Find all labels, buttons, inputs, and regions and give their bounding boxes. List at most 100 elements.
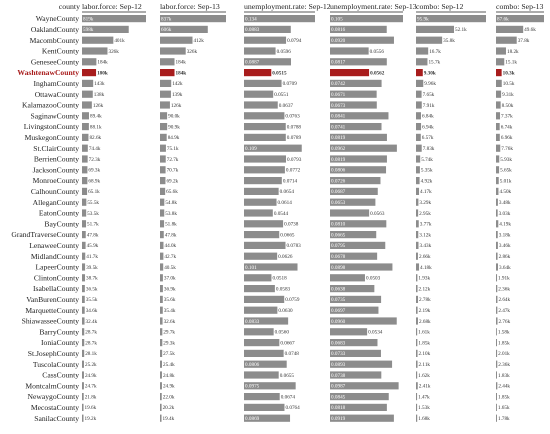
value-label: 29.3k [163, 340, 175, 346]
value-label: 3.12k [419, 232, 431, 238]
bar [82, 295, 85, 303]
value-label: 37.0k [164, 276, 176, 282]
county-label: MacombCounty [30, 36, 80, 45]
bar [244, 25, 291, 33]
bar [160, 220, 165, 228]
bar [416, 209, 419, 217]
bar [416, 69, 423, 77]
bar [330, 306, 379, 314]
bar [416, 198, 419, 206]
county-label: BayCounty [44, 219, 79, 228]
bar [244, 317, 289, 325]
value-label: 0.0503 [366, 276, 381, 282]
bar [496, 220, 499, 228]
county-label: BarryCounty [39, 327, 79, 336]
value-label: 0.0806 [245, 362, 260, 368]
bar [82, 79, 94, 87]
value-label: 19.6k [85, 405, 97, 411]
bar [82, 123, 89, 131]
value-label: 0.0583 [276, 286, 291, 292]
county-label: LivingstonCounty [24, 122, 79, 131]
bar [160, 295, 163, 303]
bar [416, 371, 418, 379]
bar [496, 285, 498, 293]
bar [82, 360, 84, 368]
value-label: 0.0819 [331, 135, 346, 141]
bar [82, 209, 87, 217]
bar [416, 306, 418, 314]
value-label: 1.62k [418, 373, 430, 379]
bar [82, 263, 86, 271]
county-label: ShiawasseeCounty [22, 317, 80, 326]
value-label: 2.36k [498, 286, 510, 292]
bar [244, 155, 287, 163]
bar [82, 47, 108, 55]
value-label: 0.0551 [274, 92, 289, 98]
value-label: 0.0789 [287, 135, 302, 141]
value-label: 15.1k [505, 60, 517, 66]
value-label: 0.0759 [285, 297, 300, 303]
bar [330, 295, 382, 303]
bar [330, 58, 387, 66]
value-label: 49.6k [524, 27, 536, 33]
value-label: 0.0795 [331, 243, 346, 249]
bar [416, 360, 418, 368]
value-label: 54.8k [165, 200, 177, 206]
bar [330, 177, 381, 185]
value-label: 3.77k [420, 222, 432, 228]
bar [496, 403, 497, 411]
county-label: CassCounty [42, 371, 79, 380]
value-label: 27.5k [163, 351, 175, 357]
value-label: 24.8k [163, 373, 175, 379]
value-label: 0.0687 [331, 189, 346, 195]
value-label: 41.7k [86, 254, 98, 260]
bar [416, 403, 418, 411]
bar [330, 403, 387, 411]
value-label: 3.29k [419, 200, 431, 206]
value-label: 3.03k [499, 211, 511, 217]
bar [496, 79, 502, 87]
value-label: 0.0893 [331, 362, 346, 368]
bar [82, 25, 129, 33]
bar [330, 339, 378, 347]
value-label: 16.7k [429, 49, 441, 55]
bar [160, 274, 163, 282]
county-label: AlleganCounty [33, 198, 80, 207]
bar [82, 36, 114, 44]
value-label: 24.9k [85, 373, 97, 379]
value-label: 5.35k [421, 168, 433, 174]
value-label: 0.0735 [331, 297, 346, 303]
value-label: 142k [172, 81, 183, 87]
bar [244, 15, 315, 23]
county-label: WayneCounty [36, 14, 79, 23]
bar [416, 15, 486, 23]
value-label: 2.41k [419, 384, 431, 390]
value-label: 37.8k [518, 38, 530, 44]
series-header: labor.force: Sep-13 [160, 2, 220, 11]
value-label: 1.65k [498, 405, 510, 411]
value-label: 2.11k [419, 362, 431, 368]
county-label: VanBurenCounty [26, 295, 79, 304]
value-label: 3.18k [499, 232, 511, 238]
series-header: unemployment.rate: Sep-13 [330, 2, 417, 11]
bar [160, 241, 164, 249]
bar [496, 90, 502, 98]
value-label: 9.31k [502, 92, 514, 98]
bar [416, 285, 418, 293]
value-label: 0.0841 [331, 114, 346, 120]
value-label: 0.0596 [277, 49, 292, 55]
value-label: 0.0614 [278, 200, 293, 206]
bar [160, 209, 165, 217]
value-label: 45.9k [87, 243, 99, 249]
value-label: 0.0887 [245, 60, 260, 66]
bar [496, 274, 498, 282]
bar [496, 177, 499, 185]
bar [244, 177, 282, 185]
value-label: 25.4k [163, 362, 175, 368]
value-label: 24.9k [163, 384, 175, 390]
value-label: 0.134 [245, 16, 257, 22]
bar [496, 123, 500, 131]
value-label: 65.1k [88, 189, 100, 195]
value-label: 0.0788 [287, 124, 302, 130]
value-label: 0.0626 [278, 254, 293, 260]
